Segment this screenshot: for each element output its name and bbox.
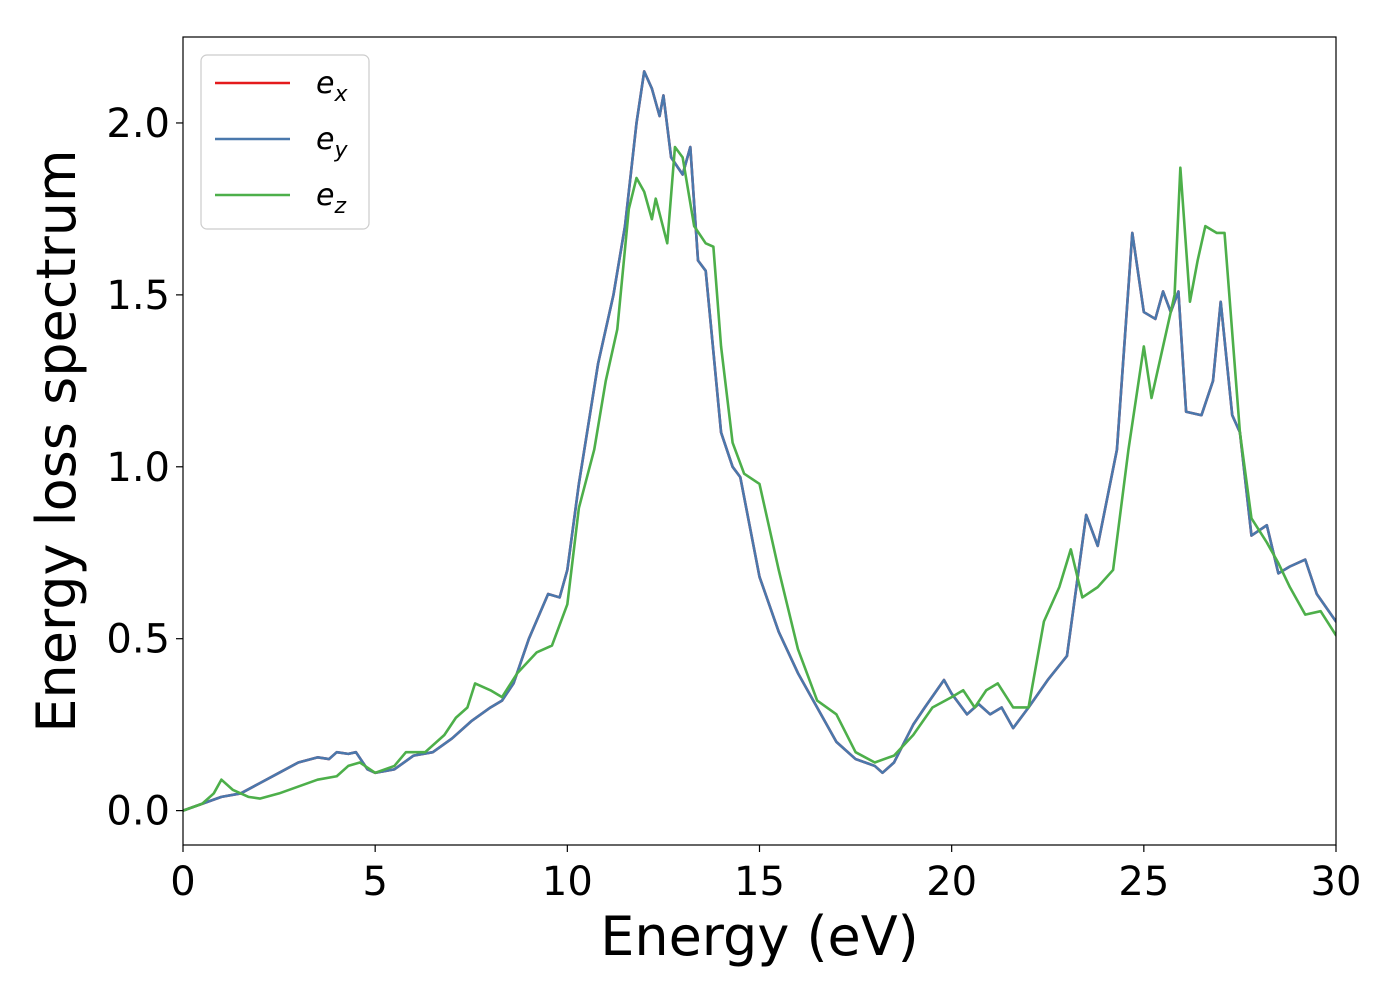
y-tick-label: 0.5 (106, 617, 170, 663)
y-tick-label: 2.0 (106, 101, 170, 147)
series-layer (183, 70, 1336, 812)
x-axis: 0 5 10 15 20 25 30 (170, 845, 1361, 905)
legend-frame (200, 54, 370, 230)
y-axis-title: Energy loss spectrum (25, 149, 88, 732)
legend: ex ey ez (200, 54, 370, 230)
y-tick-label: 1.5 (106, 273, 170, 319)
x-tick-label: 25 (1118, 859, 1169, 905)
x-tick-label: 30 (1311, 859, 1362, 905)
y-tick-label: 0.0 (106, 789, 170, 835)
legend-label-e-x: ex (316, 66, 348, 107)
x-tick-label: 5 (362, 859, 387, 905)
y-axis: 0.0 0.5 1.0 1.5 2.0 (106, 101, 183, 835)
y-tick-label: 1.0 (106, 445, 170, 491)
legend-label-e-z: ez (316, 178, 346, 219)
x-tick-label: 0 (170, 859, 195, 905)
x-tick-label: 15 (734, 859, 785, 905)
x-tick-label: 20 (926, 859, 977, 905)
x-tick-label: 10 (542, 859, 593, 905)
series-line-e-y (183, 70, 1336, 812)
series-line-e-z (183, 145, 1336, 812)
x-axis-title: Energy (eV) (600, 905, 919, 968)
legend-label-e-y: ey (316, 122, 348, 163)
